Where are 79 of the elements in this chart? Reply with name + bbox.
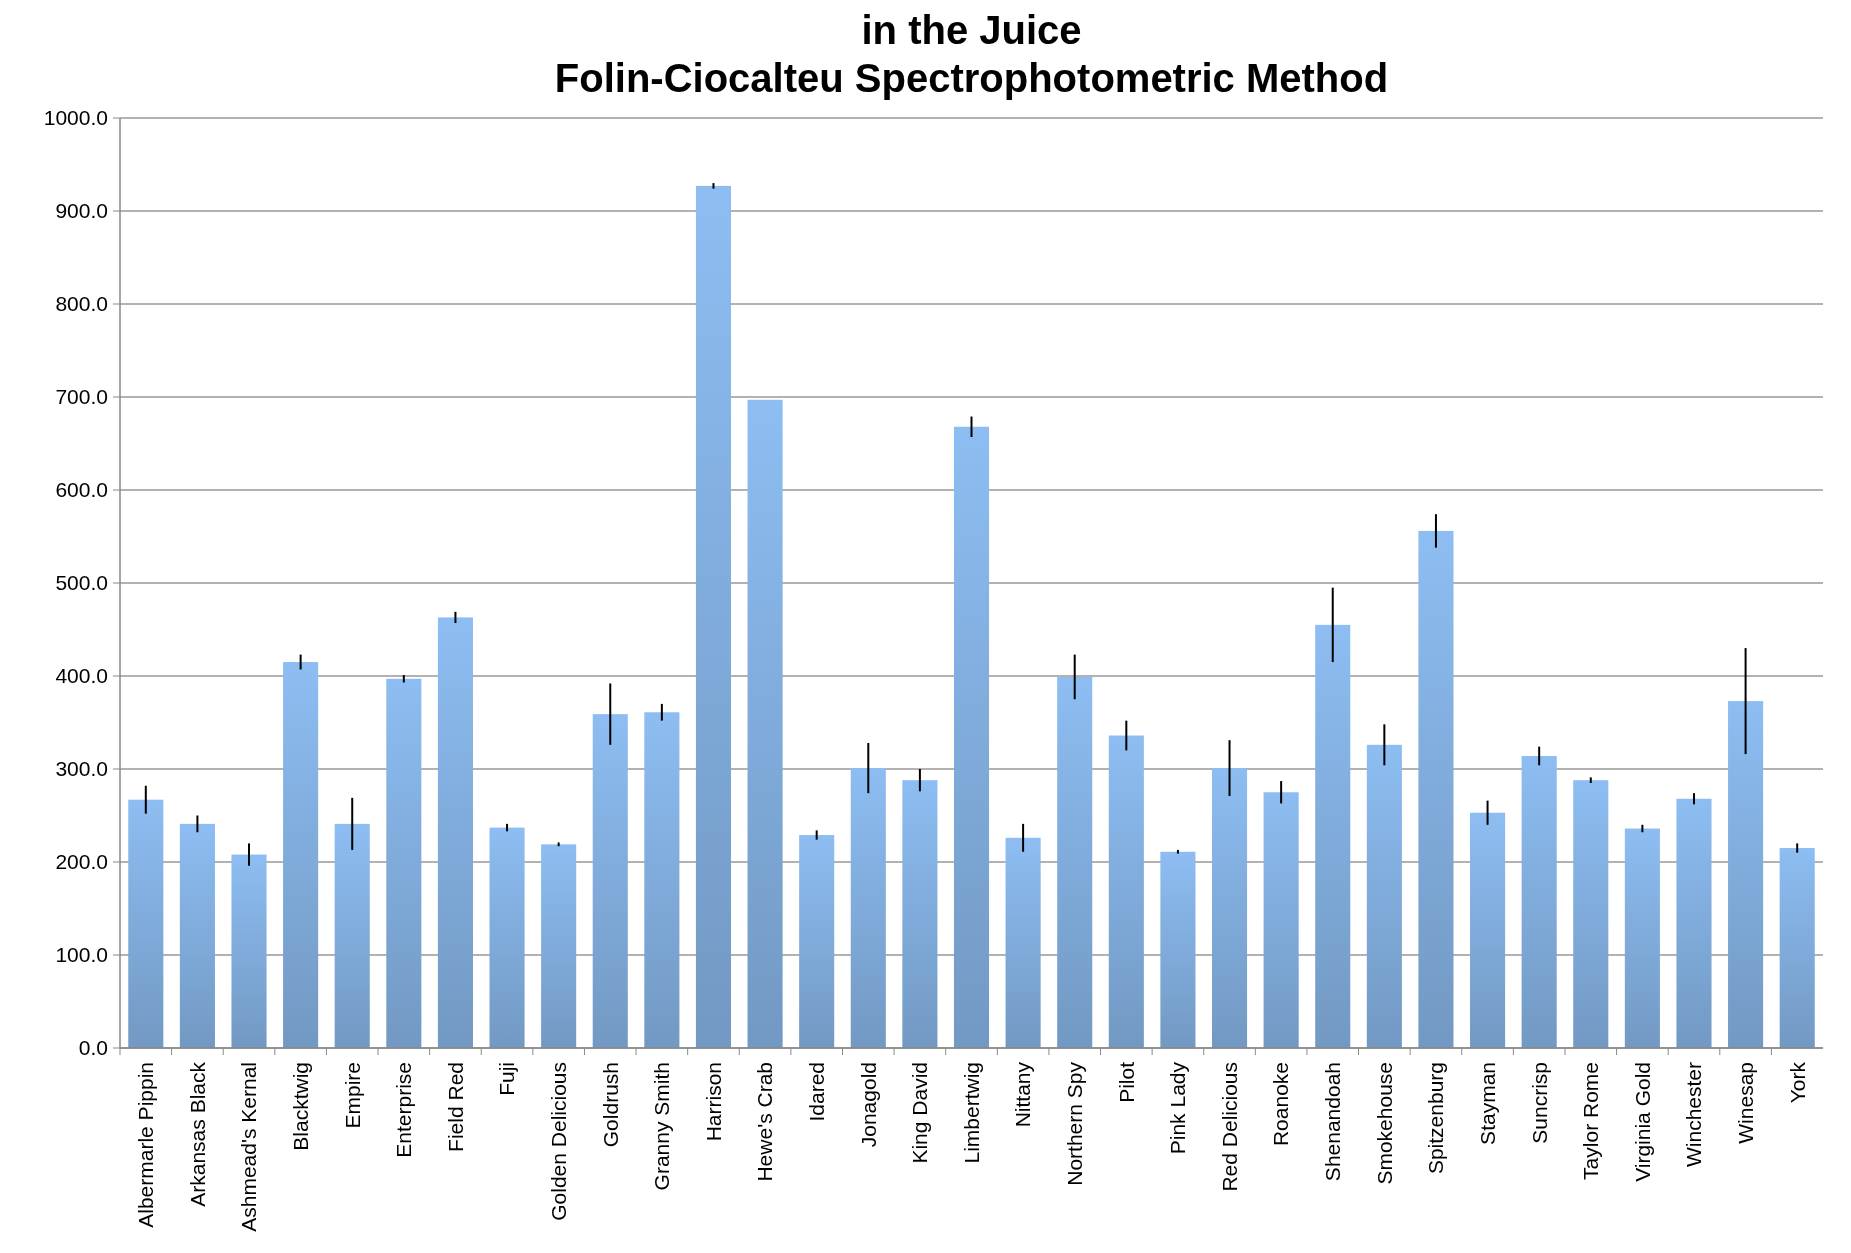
x-tick-label: Empire (340, 1062, 364, 1129)
y-tick-label: 100.0 (55, 943, 108, 967)
bar (1108, 735, 1144, 1048)
bar (283, 662, 319, 1048)
bar (747, 399, 783, 1048)
x-tick-label: King David (908, 1062, 932, 1164)
x-tick-label: Northern Spy (1063, 1061, 1087, 1186)
bar (1521, 755, 1557, 1048)
chart-title: in the Juice (861, 8, 1082, 52)
y-tick-label: 900.0 (55, 199, 108, 223)
x-tick-label: Suncrisp (1527, 1062, 1551, 1144)
bar (850, 768, 886, 1048)
bar (1366, 744, 1402, 1048)
x-tick-label: Nittany (1011, 1061, 1035, 1128)
bar (541, 844, 577, 1048)
y-tick-label: 400.0 (55, 664, 108, 688)
x-tick-label: Winesap (1733, 1062, 1757, 1144)
y-tick-label: 700.0 (55, 385, 108, 409)
bar (1779, 848, 1815, 1048)
bar (1211, 768, 1248, 1048)
x-tick-label: Idared (805, 1062, 829, 1122)
chart-subtitle: Folin-Ciocalteu Spectrophotometric Method (554, 56, 1389, 100)
bar (1005, 837, 1041, 1048)
bar (1728, 701, 1764, 1048)
x-tick-label: Arkansas Black (185, 1061, 209, 1207)
bar (1470, 812, 1506, 1048)
bar (644, 712, 680, 1048)
bar (1315, 624, 1351, 1048)
bar (334, 823, 370, 1048)
bar (1624, 828, 1660, 1048)
y-tick-label: 800.0 (55, 292, 108, 316)
x-tick-label: Roanoke (1269, 1062, 1293, 1147)
y-tick-label: 500.0 (55, 571, 108, 595)
bar (231, 854, 267, 1048)
x-tick-label: Stayman (1475, 1062, 1499, 1145)
x-tick-label: Limbertwig (959, 1062, 983, 1164)
bar (1160, 851, 1196, 1048)
x-tick-label: Golden Delicious (547, 1062, 570, 1221)
x-tick-label: Taylor Rome (1579, 1062, 1603, 1180)
x-tick-label: Smokehouse (1372, 1062, 1396, 1185)
x-tick-label: Fuji (495, 1062, 519, 1096)
bar (386, 678, 422, 1048)
bar (1676, 798, 1712, 1048)
x-tick-label: Winchester (1682, 1061, 1706, 1168)
bar (1418, 530, 1454, 1048)
bar (128, 799, 164, 1048)
x-tick-label: York (1785, 1061, 1809, 1104)
x-tick-label: Ashmead's Kernal (237, 1062, 261, 1232)
y-tick-label: 1000.0 (43, 106, 108, 130)
bar (489, 827, 525, 1048)
bar (695, 185, 732, 1048)
bar (179, 823, 215, 1048)
x-tick-label: Shenandoah (1321, 1062, 1345, 1182)
y-tick-label: 300.0 (55, 757, 108, 781)
bar (437, 617, 473, 1048)
bar (1057, 676, 1093, 1048)
x-tick-label: Pink Lady (1166, 1061, 1190, 1155)
x-tick-label: Pilot (1114, 1061, 1138, 1103)
x-tick-label: Field Red (443, 1062, 467, 1152)
x-tick-label: Virginia Gold (1630, 1062, 1654, 1182)
bar (902, 780, 938, 1048)
x-tick-label: Spitzenburg (1424, 1062, 1448, 1175)
y-tick-label: 200.0 (55, 850, 108, 874)
x-tick-label: Harrison (701, 1062, 725, 1142)
bar (1573, 780, 1609, 1048)
x-tick-label: Hewe's Crab (753, 1062, 777, 1182)
y-tick-label: 0.0 (78, 1036, 108, 1060)
x-tick-label: Granny Smith (650, 1062, 674, 1191)
bar (799, 835, 835, 1048)
x-tick-label: Blacktwig (288, 1062, 312, 1151)
bar (953, 426, 990, 1048)
x-tick-label: Albermarle Pippin (134, 1062, 158, 1228)
bar (592, 714, 628, 1048)
bar (1263, 792, 1299, 1048)
x-tick-label: Red Delicious (1217, 1062, 1241, 1192)
x-tick-label: Enterprise (392, 1062, 416, 1158)
x-tick-label: Goldrush (598, 1062, 622, 1148)
x-tick-label: Jonagold (856, 1062, 880, 1148)
y-tick-label: 600.0 (55, 478, 108, 502)
